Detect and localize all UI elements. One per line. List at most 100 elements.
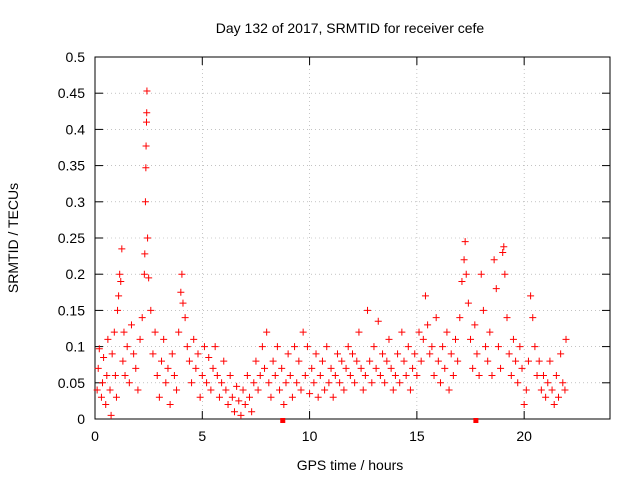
data-point (391, 372, 399, 380)
data-point (396, 379, 404, 387)
data-point (426, 350, 434, 358)
data-point (441, 364, 449, 372)
data-point (233, 382, 241, 390)
data-point (467, 335, 475, 343)
data-point (364, 306, 372, 314)
data-point (428, 343, 436, 351)
axis-marker (280, 418, 286, 423)
data-point (561, 386, 569, 394)
data-point (505, 350, 513, 358)
data-point (550, 401, 558, 409)
data-point (411, 350, 419, 358)
data-point (546, 357, 554, 365)
data-point (477, 270, 485, 278)
data-point (432, 314, 440, 322)
data-point (295, 357, 303, 365)
data-point (552, 372, 560, 380)
data-point (198, 372, 206, 380)
data-point (288, 393, 296, 401)
data-point (342, 364, 350, 372)
data-point (501, 270, 509, 278)
data-point (413, 372, 421, 380)
data-point (173, 386, 181, 394)
data-point (158, 357, 166, 365)
data-point (430, 372, 438, 380)
data-point (248, 408, 256, 416)
data-point (406, 386, 414, 394)
data-point (562, 335, 570, 343)
data-point (376, 372, 384, 380)
data-point (469, 364, 477, 372)
data-point (252, 357, 260, 365)
chart-title: Day 132 of 2017, SRMTID for receiver cef… (216, 20, 485, 36)
y-tick-label: 0.4 (66, 121, 86, 137)
data-point (108, 350, 116, 358)
data-point (112, 393, 120, 401)
data-point (537, 386, 545, 394)
data-point (278, 364, 286, 372)
y-tick-label: 0.5 (66, 49, 86, 65)
data-point (254, 386, 262, 394)
data-point (514, 379, 522, 387)
data-point (175, 328, 183, 336)
x-tick-label: 10 (302, 428, 318, 444)
data-point (235, 397, 243, 405)
data-point (93, 386, 101, 394)
data-point (473, 350, 481, 358)
data-point (308, 364, 316, 372)
data-point (349, 350, 356, 358)
data-point (143, 87, 151, 95)
data-point (119, 357, 127, 365)
data-point (464, 299, 472, 307)
data-point (374, 317, 382, 325)
y-tick-label: 0.35 (58, 158, 85, 174)
data-point (353, 357, 361, 365)
data-point (516, 343, 524, 351)
data-point (147, 306, 155, 314)
data-point (203, 379, 211, 387)
data-point (143, 118, 150, 126)
data-point (460, 256, 468, 264)
data-point (145, 274, 153, 282)
data-point (488, 372, 496, 380)
data-point (333, 350, 341, 358)
data-point (303, 343, 311, 351)
data-point (104, 335, 112, 343)
data-point (102, 401, 110, 409)
data-point (239, 386, 247, 394)
data-point (490, 256, 498, 264)
data-point (142, 164, 150, 172)
x-axis-label: GPS time / hours (297, 457, 404, 473)
data-point (136, 335, 144, 343)
data-point (282, 379, 290, 387)
axis-ticks: 0 0.05 0.1 0.15 0.2 0.25 0.3 0.35 0.4 0.45 0.5 0 5 10… (58, 49, 610, 444)
x-tick-label: 15 (409, 428, 425, 444)
y-tick-label: 0 (77, 411, 85, 427)
data-point (471, 321, 479, 329)
data-point (529, 314, 537, 322)
data-point (226, 372, 234, 380)
y-tick-label: 0.45 (58, 85, 85, 101)
data-point (366, 357, 374, 365)
data-point (178, 270, 186, 278)
data-point (338, 357, 346, 365)
data-point (434, 357, 442, 365)
data-points (93, 87, 570, 419)
data-point (177, 288, 185, 296)
data-point (539, 372, 547, 380)
data-point (237, 411, 245, 419)
data-point (447, 350, 455, 358)
data-point (500, 243, 508, 251)
data-point (149, 350, 157, 358)
data-point (116, 270, 124, 278)
data-point (499, 248, 507, 256)
data-point (280, 401, 288, 409)
data-point (494, 343, 502, 351)
y-tick-label: 0.2 (66, 266, 86, 282)
data-point (542, 393, 550, 401)
data-point (507, 372, 515, 380)
data-point (361, 372, 369, 380)
data-point (183, 343, 191, 351)
data-point (346, 372, 354, 380)
